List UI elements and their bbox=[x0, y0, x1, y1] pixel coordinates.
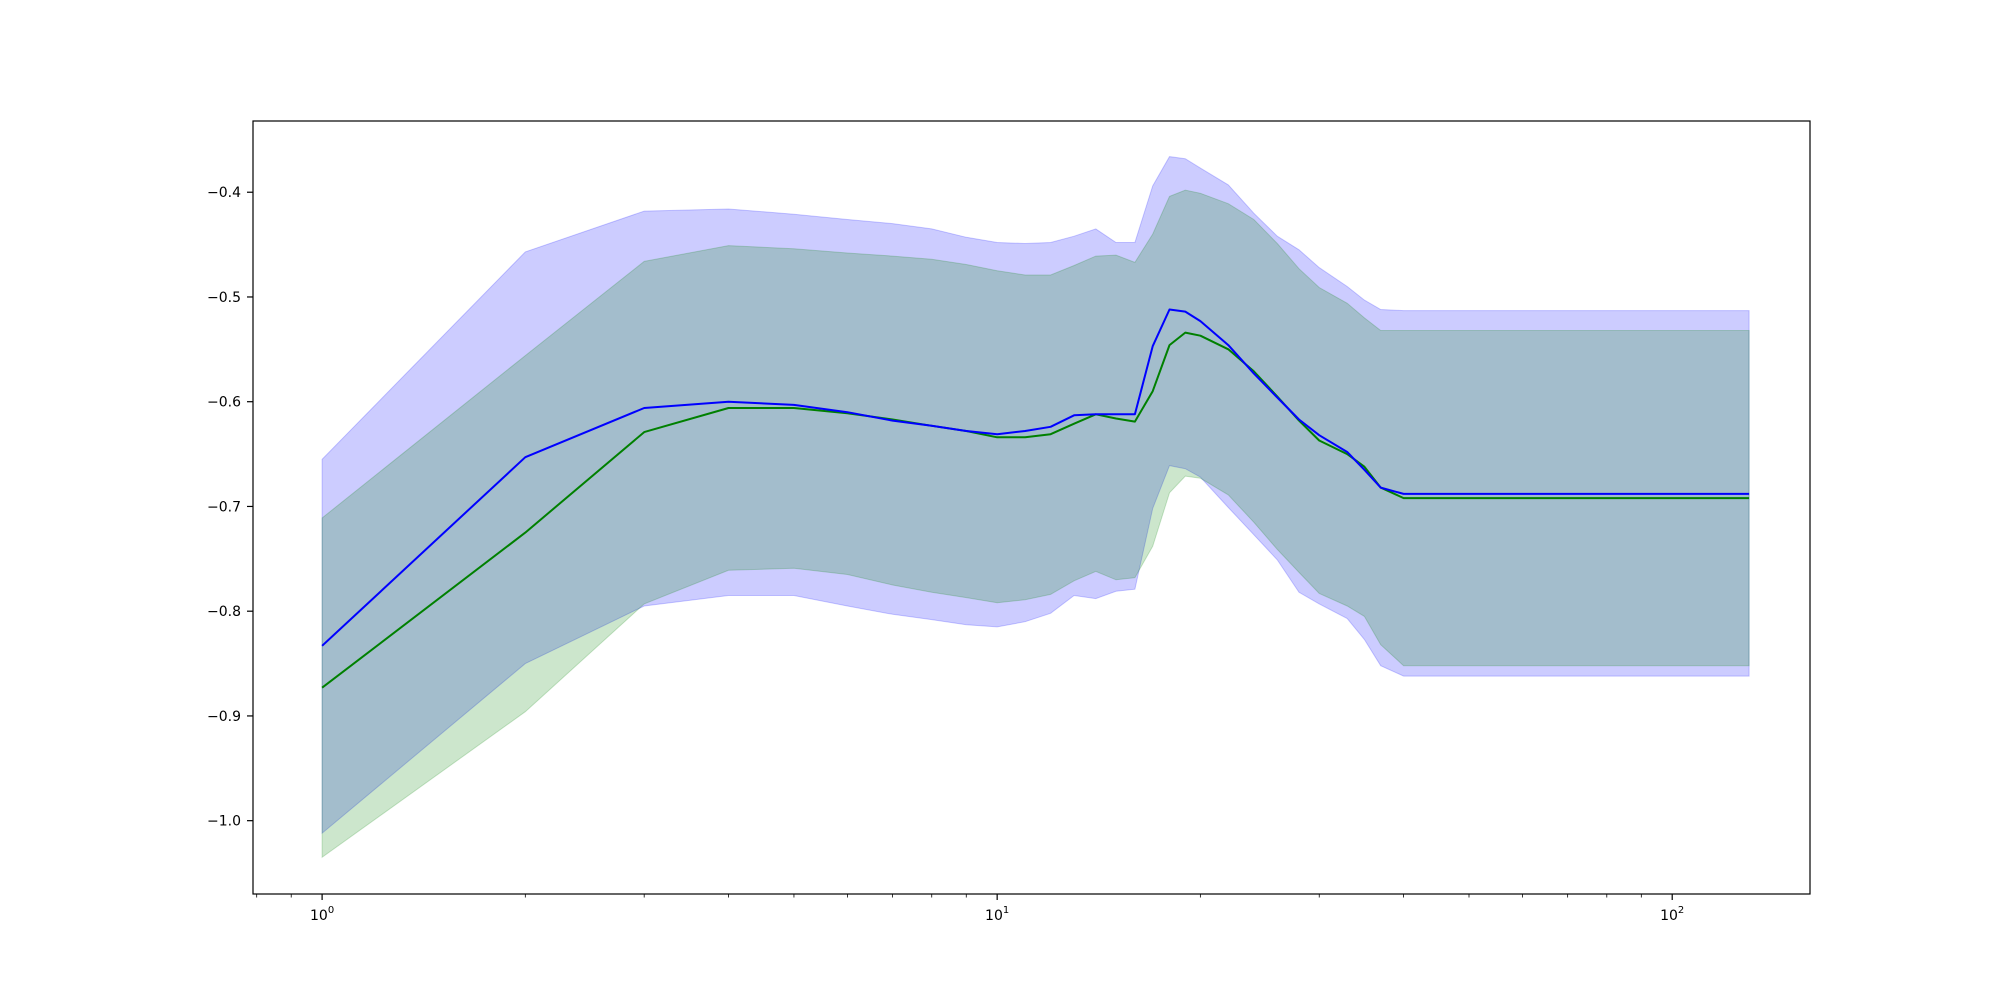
series-lines bbox=[321, 308, 1750, 689]
y-tick-label: −0.7 bbox=[207, 499, 241, 515]
y-tick-label: −0.6 bbox=[207, 395, 241, 411]
y-tick-label: −0.4 bbox=[207, 185, 241, 201]
confidence-bands bbox=[321, 156, 1750, 859]
x-tick-label: 102 bbox=[1660, 905, 1684, 924]
plot-area-frame bbox=[252, 120, 1811, 895]
series-2-band bbox=[321, 189, 1750, 859]
y-tick-label: −0.9 bbox=[207, 709, 241, 725]
x-tick-label: 100 bbox=[310, 905, 334, 924]
y-tick-label: −0.8 bbox=[207, 604, 241, 620]
x-axis-ticks: 100 101 102 bbox=[256, 894, 1684, 924]
series-2-line bbox=[321, 331, 1750, 689]
y-tick-label: −0.5 bbox=[207, 290, 241, 306]
series-1-band bbox=[321, 156, 1750, 835]
series-1-line bbox=[321, 308, 1750, 647]
y-axis-ticks: −0.4 −0.5 −0.6 −0.7 −0.8 −0.9 −1.0 bbox=[207, 185, 253, 830]
y-tick-label: −1.0 bbox=[207, 814, 241, 830]
x-tick-label: 101 bbox=[985, 905, 1009, 924]
